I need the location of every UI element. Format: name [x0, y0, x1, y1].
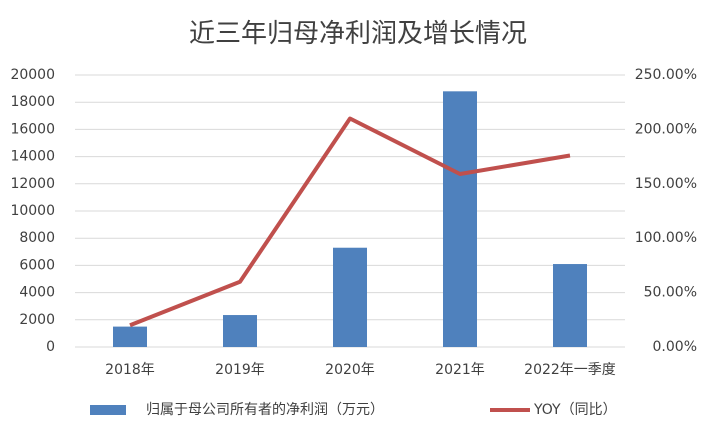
x-tick-label: 2018年	[105, 362, 155, 378]
y-tick-label: 20000	[10, 67, 55, 83]
bar	[333, 247, 367, 347]
y-tick-label: 16000	[10, 121, 55, 137]
bar	[113, 326, 147, 347]
y-tick-label: 18000	[10, 94, 55, 110]
line	[129, 116, 571, 328]
y2-tick-label: 150.00%	[635, 176, 697, 192]
x-tick-label: 2019年	[215, 362, 265, 378]
y2-tick-label: 100.00%	[635, 230, 697, 246]
y-tick-label: 6000	[19, 257, 55, 273]
x-tick-label: 2020年	[325, 362, 375, 378]
y-tick-label: 0	[46, 339, 55, 355]
x-tick-label: 2022年一季度	[524, 362, 616, 378]
bar	[223, 315, 257, 347]
y-tick-label: 14000	[10, 149, 55, 165]
y2-tick-label: 250.00%	[635, 67, 697, 83]
y2-tick-label: 50.00%	[644, 285, 697, 301]
x-tick-label: 2021年	[435, 362, 485, 378]
bar	[443, 91, 477, 347]
y-tick-label: 2000	[19, 312, 55, 328]
y-tick-label: 10000	[10, 203, 55, 219]
y-tick-label: 4000	[19, 285, 55, 301]
y2-tick-label: 0.00%	[653, 339, 697, 355]
y-tick-label: 8000	[19, 230, 55, 246]
chart-title: 近三年归母净利润及增长情况	[189, 19, 527, 49]
legend-label: 归属于母公司所有者的净利润（万元）	[146, 401, 384, 418]
y2-tick-label: 200.00%	[635, 121, 697, 137]
legend-swatch	[90, 405, 126, 415]
y-tick-label: 12000	[10, 176, 55, 192]
legend-label: YOY（同比）	[533, 402, 617, 418]
bar	[553, 264, 587, 347]
